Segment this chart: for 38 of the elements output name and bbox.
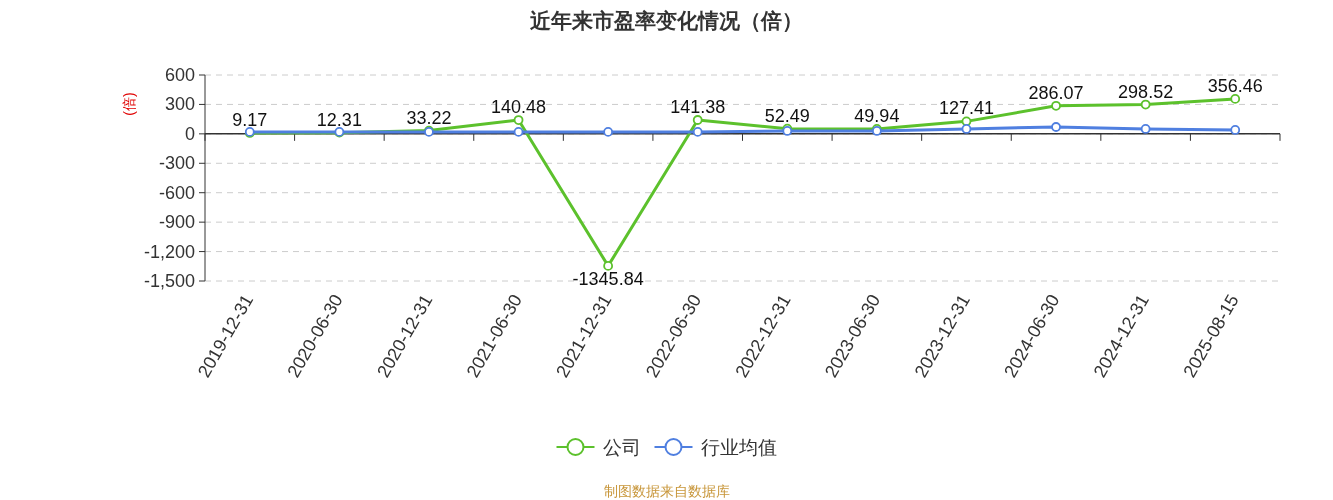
- point: [1230, 93, 1241, 104]
- point: [1140, 99, 1151, 110]
- data-label: 12.31: [316, 109, 362, 130]
- point: [1051, 122, 1061, 132]
- text: 制图数据来自数据库: [603, 483, 730, 499]
- point: [603, 260, 614, 271]
- data-label: 127.41: [938, 98, 994, 119]
- y-tick-label: -900: [158, 212, 195, 233]
- y-tick-label: 300: [164, 94, 195, 115]
- chart-title: 近年来市盈率变化情况（倍）: [529, 9, 803, 32]
- y-tick-label: -300: [158, 153, 195, 174]
- data-label: 9.17: [232, 109, 268, 130]
- y-tick-label: 600: [164, 65, 195, 85]
- y-tick-label: -1,500: [143, 271, 195, 291]
- legend-label: 行业均值: [700, 437, 777, 458]
- y-tick-label: -600: [158, 182, 195, 203]
- legend-label: 公司: [602, 437, 641, 458]
- data-label: 140.48: [491, 97, 547, 118]
- data-label: 52.49: [764, 105, 810, 126]
- data-label: 33.22: [406, 107, 452, 128]
- data-label: 286.07: [1028, 82, 1084, 103]
- data-label: 356.46: [1207, 75, 1263, 96]
- point: [1140, 124, 1151, 134]
- point: [513, 115, 524, 125]
- data-label: -1345.84: [572, 268, 644, 289]
- point: [603, 127, 614, 137]
- point: [1230, 125, 1241, 135]
- y-tick-label: 0: [184, 123, 195, 144]
- data-label: 298.52: [1118, 81, 1174, 102]
- point: [513, 127, 524, 137]
- point: [1051, 100, 1061, 111]
- point: [961, 124, 972, 134]
- data-label: 49.94: [854, 105, 900, 126]
- point: [692, 127, 703, 137]
- y-tick-label: -1,200: [143, 241, 195, 262]
- y-axis-title: (倍): [121, 92, 137, 116]
- point: [692, 115, 703, 125]
- data-label: 141.38: [670, 96, 726, 117]
